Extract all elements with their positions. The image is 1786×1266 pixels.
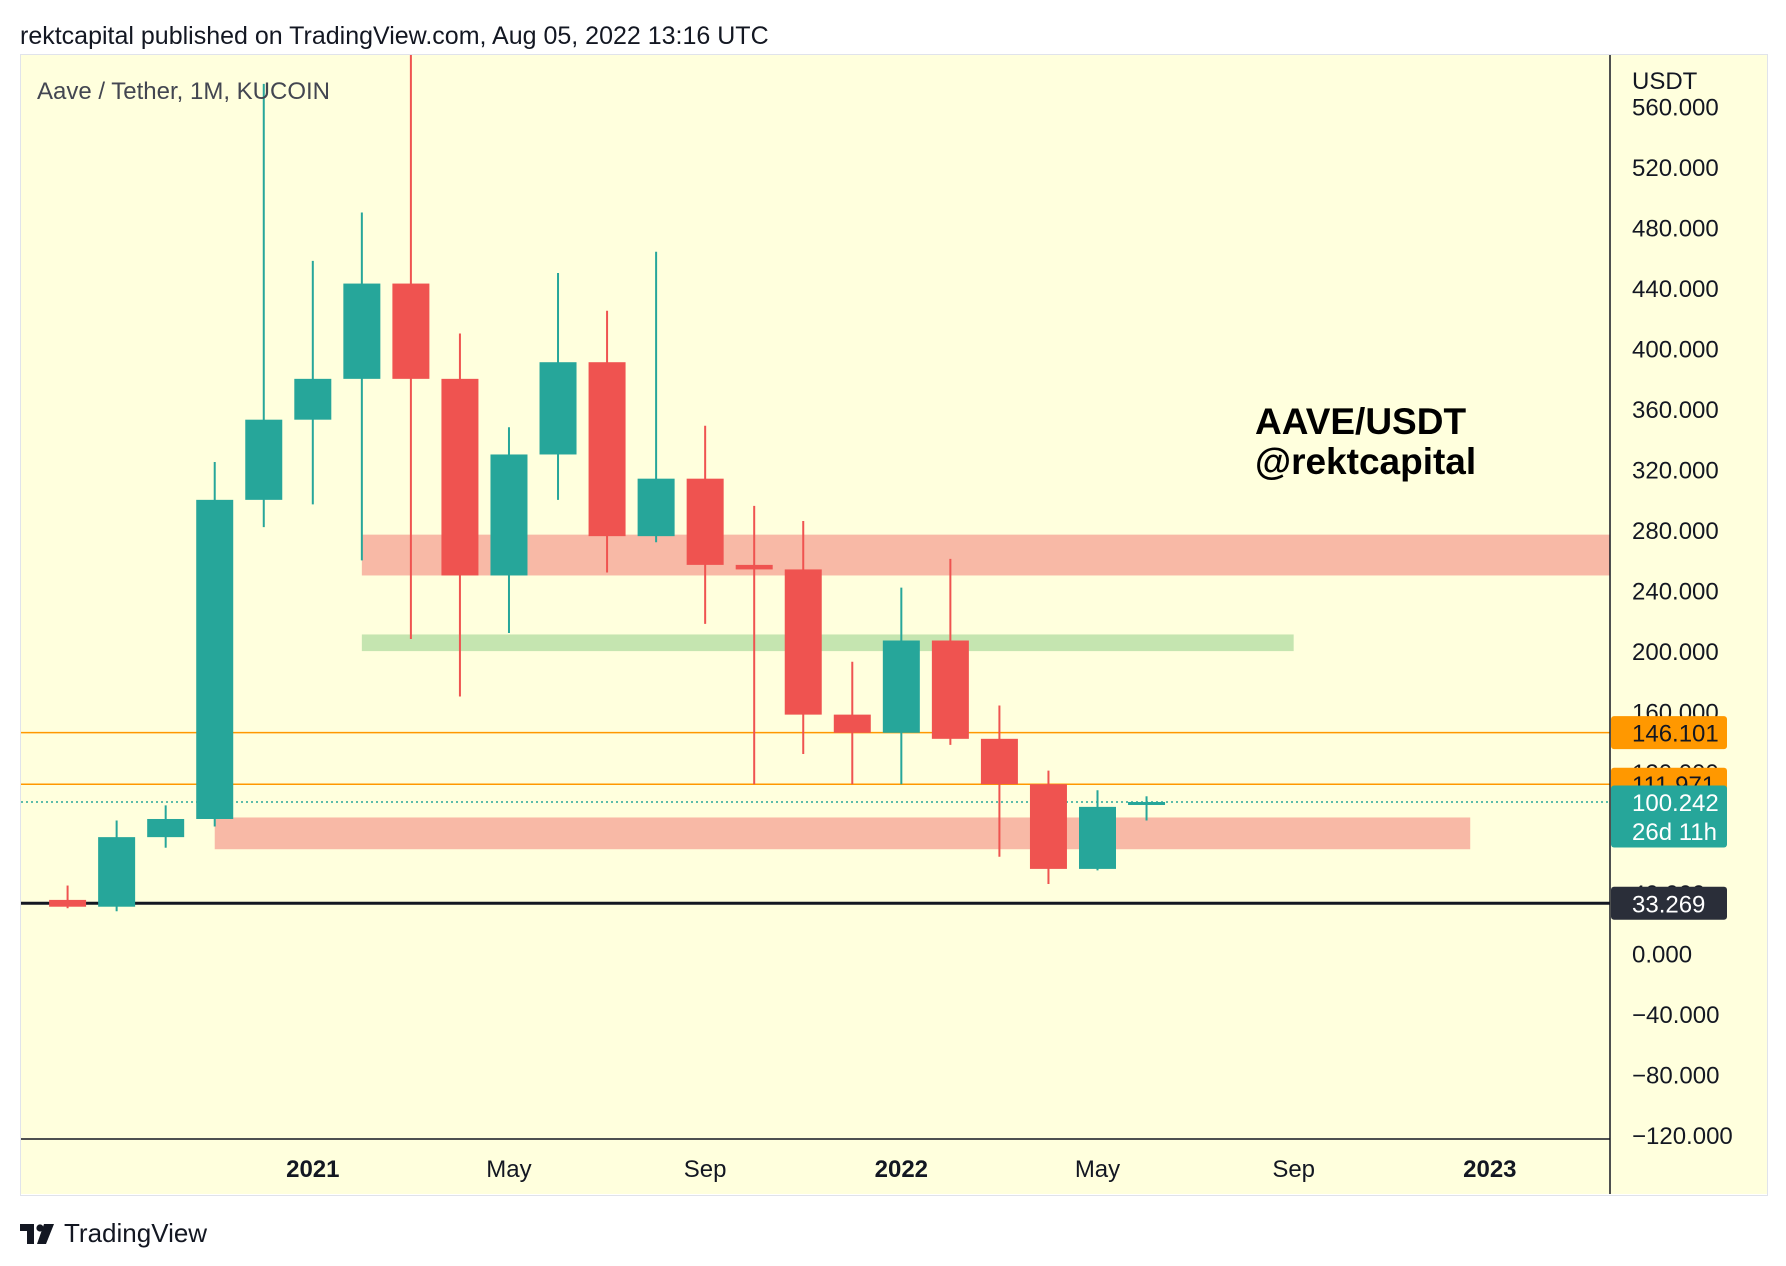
candle-2022-06[interactable] bbox=[1029, 770, 1067, 885]
candle-2021-01[interactable] bbox=[196, 462, 234, 827]
candle-2021-08[interactable] bbox=[539, 272, 577, 500]
y-tick-label: 560.000 bbox=[1632, 95, 1719, 122]
y-tick-label: −120.000 bbox=[1632, 1123, 1733, 1150]
candle-2021-03[interactable] bbox=[294, 260, 332, 505]
candle-body bbox=[833, 714, 871, 733]
published-line: rektcapital published on TradingView.com… bbox=[20, 22, 769, 50]
y-tick-label: 440.000 bbox=[1632, 276, 1719, 303]
support-zone[interactable] bbox=[361, 634, 1294, 652]
zones bbox=[214, 534, 1610, 850]
candle-body bbox=[490, 454, 528, 576]
candle-2022-07[interactable] bbox=[1078, 790, 1116, 871]
candle-2021-06[interactable] bbox=[441, 333, 479, 697]
candle-body bbox=[1078, 806, 1116, 869]
y-tick-label: 280.000 bbox=[1632, 518, 1719, 545]
candle-body bbox=[539, 362, 577, 455]
candle-2022-05[interactable] bbox=[980, 705, 1018, 857]
orange-line-upper-tag: 146.101 bbox=[1611, 716, 1727, 750]
x-tick-labels: 2021 May Sep 2022 May Sep 2023 bbox=[286, 1156, 1516, 1183]
candle-2021-07[interactable] bbox=[490, 427, 528, 633]
candle-body bbox=[245, 419, 283, 500]
candle-body bbox=[686, 478, 724, 565]
x-tick-label: May bbox=[486, 1156, 531, 1183]
candle-body bbox=[1128, 801, 1166, 805]
candle-body bbox=[441, 378, 479, 576]
black-line-tag-text: 33.269 bbox=[1632, 891, 1705, 918]
x-tick-label: 2021 bbox=[286, 1156, 339, 1183]
candle-body bbox=[98, 837, 136, 907]
candle-body bbox=[980, 738, 1018, 785]
candle-2021-10[interactable] bbox=[637, 251, 675, 543]
candle-body bbox=[637, 478, 675, 537]
y-tick-label: −80.000 bbox=[1632, 1063, 1719, 1090]
candle-2021-05[interactable] bbox=[392, 55, 430, 639]
candle-2022-02[interactable] bbox=[833, 661, 871, 785]
symbol-description[interactable]: Aave / Tether, 1M, KUCOIN bbox=[37, 78, 331, 105]
candle-2021-11[interactable] bbox=[686, 425, 724, 624]
candle-2021-09[interactable] bbox=[588, 310, 626, 573]
candle-body bbox=[147, 818, 185, 838]
x-tick-label: Sep bbox=[1272, 1156, 1315, 1183]
axes bbox=[21, 55, 1611, 1194]
y-tick-label: 320.000 bbox=[1632, 458, 1719, 485]
orange-line-upper-tag-bg bbox=[1611, 716, 1727, 750]
x-tick-label: 2022 bbox=[875, 1156, 928, 1183]
candle-body bbox=[1029, 784, 1067, 869]
candle-2022-01[interactable] bbox=[784, 521, 822, 754]
black-line-tag-bg bbox=[1611, 886, 1727, 920]
y-tick-label: 520.000 bbox=[1632, 155, 1719, 182]
x-tick-label: 2023 bbox=[1463, 1156, 1516, 1183]
last-price-tag-text: 100.242 bbox=[1632, 790, 1719, 817]
tradingview-logo-icon bbox=[20, 1223, 54, 1244]
x-tick-label: May bbox=[1075, 1156, 1120, 1183]
candle-body bbox=[49, 899, 87, 907]
candle-body bbox=[784, 569, 822, 715]
annotation-line-1: AAVE/USDT bbox=[1255, 401, 1467, 442]
bar-countdown: 26d 11h bbox=[1632, 819, 1717, 846]
candles bbox=[49, 55, 1166, 912]
candle-2021-04[interactable] bbox=[343, 212, 381, 561]
candle-body bbox=[343, 283, 381, 379]
black-line-tag: 33.269 bbox=[1611, 886, 1727, 920]
y-tick-label: 240.000 bbox=[1632, 579, 1719, 606]
orange-line-upper-tag-text: 146.101 bbox=[1632, 721, 1719, 748]
y-tick-label: 200.000 bbox=[1632, 639, 1719, 666]
candle-body bbox=[392, 283, 430, 379]
candle-2020-10[interactable] bbox=[49, 885, 87, 909]
candle-2022-08[interactable] bbox=[1128, 796, 1166, 821]
candle-body bbox=[294, 378, 332, 420]
chart-frame bbox=[20, 54, 1768, 1196]
candle-2021-02[interactable] bbox=[245, 83, 283, 528]
y-tick-label: −40.000 bbox=[1632, 1002, 1719, 1029]
time-axis-background[interactable] bbox=[21, 1139, 1610, 1194]
chart-annotation: AAVE/USDT @rektcapital bbox=[1255, 402, 1476, 482]
candle-2022-03[interactable] bbox=[882, 587, 920, 785]
y-tick-label: 0.000 bbox=[1632, 942, 1692, 969]
x-tick-label: Sep bbox=[684, 1156, 727, 1183]
candle-body bbox=[882, 640, 920, 733]
price-axis-background[interactable] bbox=[1610, 55, 1767, 1194]
y-tick-label: 480.000 bbox=[1632, 216, 1719, 243]
demand-zone[interactable] bbox=[214, 817, 1471, 850]
candle-2020-11[interactable] bbox=[98, 820, 136, 912]
horizontal-lines[interactable] bbox=[21, 731, 1610, 905]
price-axis-unit: USDT bbox=[1632, 68, 1698, 95]
candle-body bbox=[588, 362, 626, 537]
candle-2022-04[interactable] bbox=[931, 558, 969, 745]
tradingview-logo[interactable]: TradingView bbox=[20, 1218, 207, 1249]
candle-body bbox=[735, 564, 773, 570]
y-tick-label: 400.000 bbox=[1632, 337, 1719, 364]
resistance-zone[interactable] bbox=[361, 534, 1610, 576]
annotation-line-2: @rektcapital bbox=[1255, 441, 1477, 482]
last-price-tag-bg bbox=[1611, 785, 1727, 848]
candle-2021-12[interactable] bbox=[735, 505, 773, 785]
tradingview-brand: TradingView bbox=[64, 1218, 208, 1248]
candle-2020-12[interactable] bbox=[147, 805, 185, 848]
y-tick-label: 360.000 bbox=[1632, 397, 1719, 424]
candle-body bbox=[196, 499, 234, 819]
candle-body bbox=[931, 640, 969, 739]
